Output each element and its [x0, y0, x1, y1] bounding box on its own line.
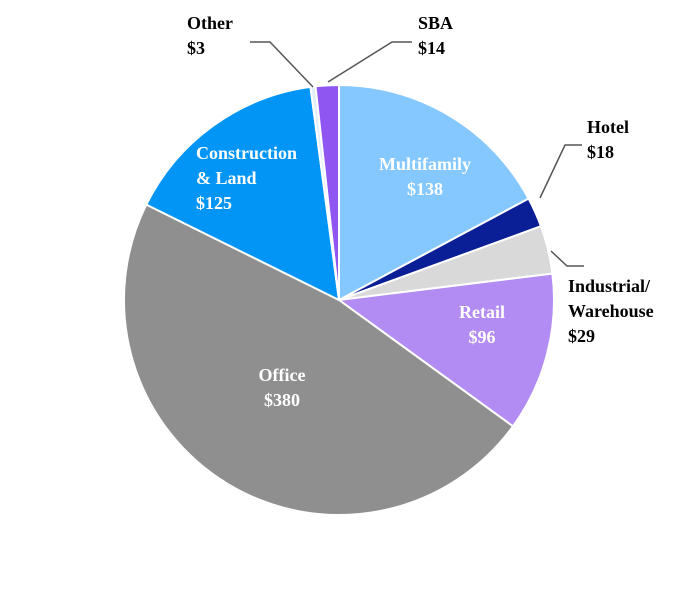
slice-label-hotel: Hotel $18	[587, 117, 629, 162]
pie-slice-multifamily	[338, 83, 530, 302]
pie-slice-office	[123, 203, 515, 516]
pie-slice-retail	[336, 272, 555, 428]
pie-slice-sba	[314, 83, 340, 301]
slice-label-construction-land: Construction & Land $125	[196, 143, 297, 213]
slice-label-other: Other $3	[187, 13, 233, 58]
leader-line-hotel	[539, 144, 582, 199]
pie-slice-construction-land	[144, 85, 341, 302]
slice-label-office: Office $380	[259, 365, 306, 410]
slice-label-retail: Retail $96	[459, 302, 505, 347]
slice-label-sba: SBA $14	[418, 13, 453, 58]
leader-line-sba	[327, 41, 412, 83]
slice-label-multifamily: Multifamily $138	[379, 154, 471, 199]
slice-label-industrial-warehouse: Industrial/Warehouse $29	[568, 276, 654, 346]
leader-line-industrial-warehouse	[550, 250, 584, 267]
leader-line-other	[250, 41, 314, 88]
